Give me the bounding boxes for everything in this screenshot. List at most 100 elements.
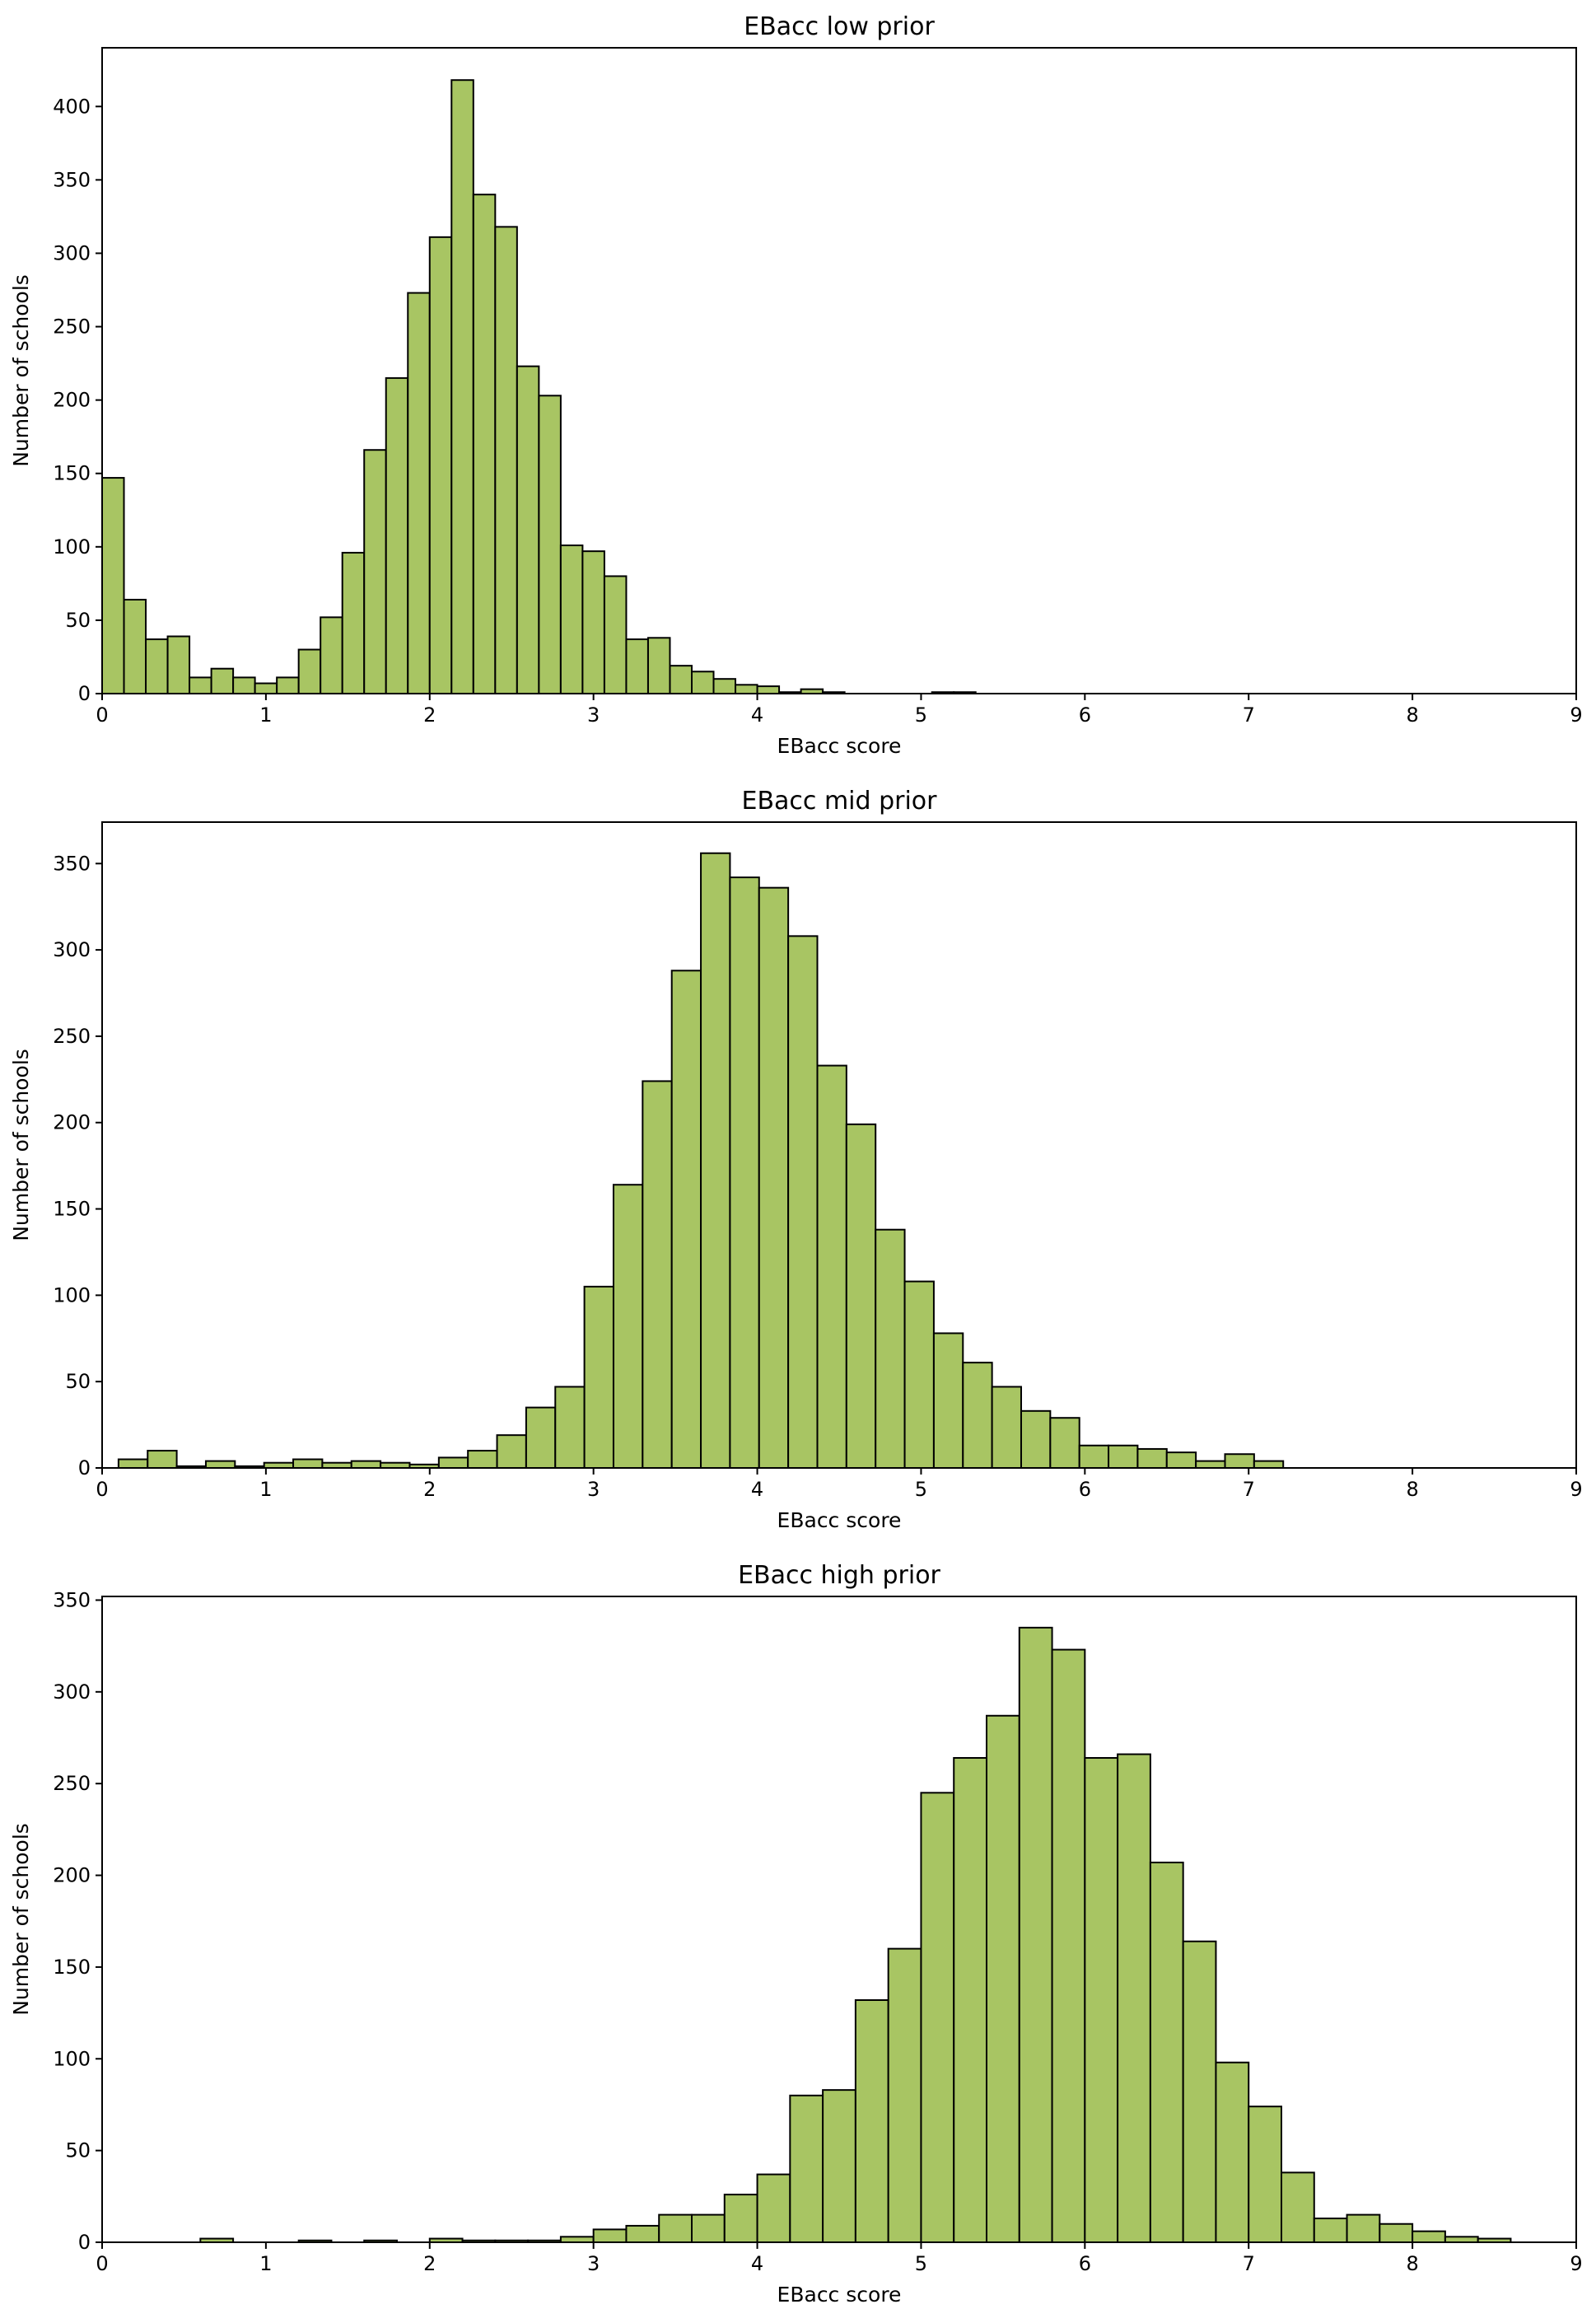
histogram-bar-mid-prior-25 [845, 1123, 877, 1469]
x-ticks-high-prior: 0 1 2 3 4 5 6 7 8 9 [96, 2242, 1583, 2275]
y-tick-label: 100 [53, 1283, 91, 1306]
histogram-bar-high-prior-29 [1149, 1861, 1184, 2243]
x-tick-label: 5 [915, 1478, 927, 1501]
histogram-bar-mid-prior-11 [437, 1456, 469, 1470]
x-tick-label: 4 [751, 703, 763, 727]
x-axis-label-low-prior: EBacc score [777, 734, 902, 758]
x-tick-label: 1 [259, 2252, 272, 2275]
histogram-bar-mid-prior-16 [583, 1285, 614, 1470]
histogram-bar-low-prior-10 [320, 616, 343, 694]
y-tick-label: 50 [65, 2139, 91, 2162]
x-axis-label-high-prior: EBacc score [777, 2283, 902, 2307]
histogram-bar-low-prior-18 [494, 226, 518, 694]
histogram-bar-low-prior-17 [472, 194, 497, 694]
y-tick-label: 300 [53, 938, 91, 961]
histogram-bar-mid-prior-32 [1049, 1417, 1080, 1469]
histogram-bar-mid-prior-39 [1253, 1460, 1285, 1469]
y-axis-label-high-prior: Number of schools [9, 1823, 33, 2016]
histogram-bar-high-prior-33 [1281, 2171, 1315, 2244]
x-tick-label: 7 [1243, 1478, 1255, 1501]
histogram-bar-low-prior-26 [669, 665, 693, 695]
histogram-bar-high-prior-31 [1215, 2061, 1250, 2243]
histogram-bar-low-prior-7 [254, 682, 278, 695]
histogram-bar-high-prior-23 [953, 1757, 987, 2243]
plot-frame-low-prior [101, 47, 1577, 694]
histogram-bar-mid-prior-34 [1108, 1444, 1139, 1469]
x-tick-label: 6 [1079, 2252, 1091, 2275]
x-ticks-low-prior: 0 1 2 3 4 5 6 7 8 9 [96, 694, 1583, 727]
y-tick-label: 150 [53, 1198, 91, 1221]
bars-mid-prior [117, 852, 1285, 1470]
histogram-bar-high-prior-18 [789, 2094, 824, 2244]
x-ticks-mid-prior: 0 1 2 3 4 5 6 7 8 9 [96, 1468, 1583, 1501]
histogram-bar-high-prior-36 [1379, 2223, 1414, 2243]
histogram-bar-mid-prior-3 [204, 1460, 236, 1469]
histogram-bar-low-prior-23 [603, 575, 628, 695]
y-axis-label-low-prior: Number of schools [9, 274, 33, 467]
x-tick-label: 8 [1406, 1478, 1418, 1501]
x-tick-label: 9 [1570, 1478, 1582, 1501]
histogram-bar-low-prior-1 [123, 598, 147, 695]
histogram-bar-high-prior-15 [691, 2213, 726, 2244]
histogram-bar-mid-prior-28 [932, 1332, 964, 1469]
histogram-bar-high-prior-11 [559, 2236, 595, 2244]
x-tick-label: 6 [1079, 1478, 1091, 1501]
histogram-bar-high-prior-30 [1182, 1940, 1217, 2243]
histogram-bar-mid-prior-22 [758, 886, 790, 1470]
y-tick-label: 250 [53, 1025, 91, 1048]
histogram-bar-mid-prior-8 [350, 1460, 382, 1469]
x-axis-label-mid-prior: EBacc score [777, 1508, 902, 1532]
histogram-bar-high-prior-28 [1117, 1753, 1151, 2244]
y-tick-label: 100 [53, 2047, 91, 2070]
x-tick-label: 2 [423, 2252, 436, 2275]
histogram-bar-mid-prior-37 [1195, 1460, 1226, 1469]
histogram-bar-low-prior-12 [363, 449, 387, 694]
x-tick-label: 5 [915, 703, 927, 727]
histogram-bar-high-prior-19 [822, 2089, 856, 2243]
histogram-bar-mid-prior-18 [642, 1080, 673, 1469]
histogram-bar-mid-prior-29 [962, 1362, 993, 1470]
histogram-bar-mid-prior-24 [816, 1064, 847, 1469]
y-tick-label: 350 [53, 168, 91, 191]
y-tick-label: 200 [53, 1864, 91, 1887]
y-tick-label: 0 [78, 2231, 91, 2254]
histogram-bar-low-prior-5 [210, 667, 235, 695]
y-tick-label: 350 [53, 852, 91, 875]
panel-mid-prior: 0 1 2 3 4 5 6 7 8 9 0 50 100 150 200 250 300 350 EBacc m… [9, 787, 1583, 1532]
histogram-bar-low-prior-14 [407, 292, 431, 694]
y-tick-label: 300 [53, 241, 91, 264]
y-ticks-high-prior: 0 50 100 150 200 250 300 350 [53, 1588, 102, 2254]
histogram-bar-mid-prior-36 [1165, 1451, 1197, 1470]
histogram-bar-high-prior-24 [986, 1714, 1020, 2243]
histogram-bar-low-prior-11 [341, 551, 366, 695]
bars-low-prior [101, 79, 977, 695]
x-tick-label: 3 [587, 1478, 600, 1501]
histogram-bar-mid-prior-35 [1136, 1447, 1168, 1469]
histogram-bar-low-prior-24 [625, 638, 649, 695]
histogram-bar-high-prior-21 [887, 1947, 922, 2243]
y-tick-label: 400 [53, 95, 91, 118]
y-tick-label: 150 [53, 1956, 91, 1979]
histogram-bar-high-prior-34 [1313, 2218, 1348, 2244]
histogram-bar-low-prior-8 [276, 676, 300, 695]
histogram-bar-high-prior-38 [1444, 2236, 1479, 2244]
y-tick-label: 250 [53, 315, 91, 339]
histogram-bar-mid-prior-33 [1078, 1444, 1110, 1469]
y-tick-label: 0 [78, 682, 91, 705]
y-tick-label: 100 [53, 535, 91, 559]
y-tick-label: 50 [65, 609, 91, 632]
histogram-bar-high-prior-37 [1412, 2230, 1446, 2243]
histogram-bar-low-prior-16 [450, 79, 474, 694]
histogram-bar-low-prior-21 [559, 545, 584, 694]
histogram-bar-high-prior-13 [625, 2224, 660, 2243]
histogram-bar-low-prior-30 [756, 685, 781, 695]
histogram-bar-low-prior-6 [232, 676, 256, 695]
histogram-bar-mid-prior-13 [496, 1434, 527, 1470]
histogram-bar-mid-prior-26 [875, 1228, 906, 1469]
x-tick-label: 1 [259, 703, 272, 727]
y-axis-label-mid-prior: Number of schools [9, 1049, 33, 1241]
histogram-bar-high-prior-26 [1051, 1648, 1086, 2243]
histogram-bar-low-prior-22 [581, 550, 605, 694]
x-tick-label: 2 [423, 703, 436, 727]
histogram-bar-mid-prior-31 [1020, 1409, 1052, 1469]
